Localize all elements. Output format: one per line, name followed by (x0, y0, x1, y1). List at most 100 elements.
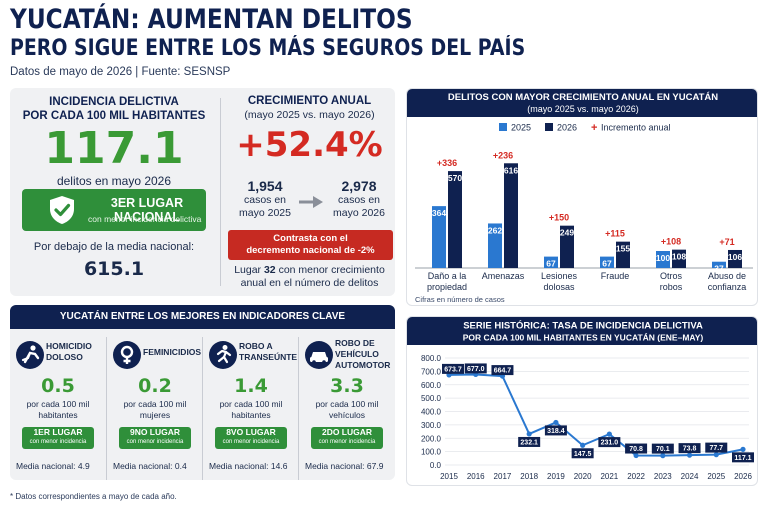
incidencia-label: INCIDENCIA DELICTIVA POR CADA 100 MIL HA… (10, 95, 218, 123)
bar-2026-2 (560, 225, 574, 268)
x-tick-2019: 2019 (547, 472, 565, 481)
x-tick-2026: 2026 (734, 472, 752, 481)
series-line (448, 373, 744, 457)
indicator-robo-transeunte: ROBO A TRANSEÚNTE 1.4 por cada 100 mil hab… (202, 337, 298, 480)
point-label-bg-2025 (705, 442, 728, 453)
point-label-2024: 73.8 (683, 446, 697, 453)
increment-label-1: +236 (493, 150, 513, 160)
point-label-2022: 70.8 (629, 446, 643, 453)
growth-rank-line-2: anual en el número de delitos (240, 276, 379, 289)
bar-label-2025-0: 364 (432, 208, 446, 218)
increment-label-3: +115 (605, 229, 625, 239)
rank-badge-title: 3ER LUGAR NACIONAL (110, 196, 184, 224)
bar-label-2026-4: 108 (672, 252, 686, 262)
indicator-feminicidios: FEMINICIDIOS 0.2 por cada 100 mil mujeres… (106, 337, 202, 480)
x-tick-2021: 2021 (600, 472, 618, 481)
indicator-robo-vehiculo: ROBO DE VEHÍCULO AUTOMOTOR 3.3 por cada 10… (298, 337, 394, 480)
bar-2025-2 (544, 256, 558, 268)
bar-2025-5 (712, 261, 726, 268)
indicator-value: 0.5 (41, 375, 75, 397)
growth-rank-number: 32 (263, 264, 276, 276)
point-label-bg-2023 (651, 443, 674, 454)
point-label-bg-2017 (491, 365, 514, 376)
indicator-unit: por cada 100 mil mujeres (123, 399, 187, 420)
cases-2025: 1,954 casos en mayo 2025 (230, 178, 300, 219)
footnote: * Datos correspondientes a mayo de cada … (10, 492, 177, 501)
y-tick-8: 800.0 (421, 354, 442, 363)
indicator-media: Media nacional: 4.9 (16, 461, 90, 471)
shield-check-icon (50, 196, 74, 224)
point-2022 (633, 452, 639, 459)
cases-2026-number: 2,978 (341, 178, 377, 194)
indicator-media: Media nacional: 14.6 (209, 461, 288, 471)
bar-label-2025-1: 262 (488, 225, 502, 235)
contrast-text-1: Contrasta con el (273, 233, 348, 244)
indicators-title: YUCATÁN ENTRE LOS MEJORES EN INDICADORES… (10, 305, 395, 329)
source-line: Datos de mayo de 2026 | Fuente: SESNSP (10, 66, 231, 78)
line-chart-title: SERIE HISTÓRICA: TASA DE INCIDENCIA DELI… (463, 320, 703, 332)
bar-2025-3 (600, 256, 614, 268)
increment-label-4: +108 (661, 237, 681, 247)
cases-2025-text-1: casos en (243, 194, 287, 206)
point-label-2020: 147.5 (574, 451, 592, 458)
person-icon (16, 341, 44, 369)
bar-label-2025-2: 67 (546, 259, 556, 269)
increment-label-0: +336 (437, 158, 457, 168)
indicator-rank-badge: 9NO LUGAR con menor incidencia (119, 427, 191, 449)
x-tick-2015: 2015 (440, 472, 458, 481)
incidencia-column: INCIDENCIA DELICTIVA POR CADA 100 MIL HA… (10, 88, 218, 296)
bar-label-2025-4: 100 (656, 253, 670, 263)
incidencia-sub: delitos en mayo 2026 (56, 174, 172, 188)
indicator-unit: por cada 100 mil vehículos (315, 399, 379, 420)
point-label-2025: 77.7 (709, 445, 723, 452)
growth-rank-text: Lugar 32 con menor crecimiento anual en … (224, 264, 395, 289)
bar-2026-0 (448, 171, 462, 268)
point-label-2023: 70.1 (656, 446, 670, 453)
cases-2025-number: 1,954 (247, 178, 283, 194)
category-label-0: Daño a la (428, 271, 467, 281)
line-chart-panel: SERIE HISTÓRICA: TASA DE INCIDENCIA DELI… (406, 316, 758, 486)
x-tick-2016: 2016 (467, 472, 485, 481)
point-label-2017: 664.7 (494, 368, 512, 375)
point-2026 (740, 446, 746, 452)
y-tick-5: 500.0 (421, 394, 442, 403)
runner-icon (209, 341, 237, 369)
bar-label-2026-1: 616 (504, 165, 518, 175)
indicator-value: 1.4 (234, 375, 268, 397)
category-label-5: Abuso de (708, 271, 746, 281)
bar-2026-3 (616, 241, 630, 268)
y-tick-4: 400.0 (421, 408, 442, 417)
rank-badge-sub: con menor incidencia delictiva (88, 214, 202, 224)
indicators-panel: YUCATÁN ENTRE LOS MEJORES EN INDICADORES… (10, 305, 395, 480)
bar-label-2025-3: 67 (602, 259, 612, 269)
growth-rank-suffix: con menor crecimiento (275, 264, 385, 276)
x-tick-2025: 2025 (707, 472, 725, 481)
point-label-2019: 318.4 (547, 428, 565, 435)
category-label-4: robos (660, 282, 683, 292)
bar-chart-banner (407, 89, 757, 117)
point-label-2016: 677.0 (467, 366, 485, 373)
bar-chart-title: DELITOS CON MAYOR CRECIMIENTO ANUAL EN Y… (448, 92, 718, 103)
incidencia-value: 117.1 (44, 123, 184, 174)
point-2025 (713, 452, 719, 458)
legend-increment-label: Incremento anual (601, 123, 671, 133)
indicator-rank-badge: 8VO LUGAR con menor incidencia (215, 427, 287, 449)
bar-chart-note: Cifras en número de casos (415, 295, 505, 304)
bar-label-2026-3: 155 (616, 244, 630, 254)
page-title: YUCATÁN: AUMENTAN DELITOS (10, 4, 413, 35)
summary-panel: INCIDENCIA DELICTIVA POR CADA 100 MIL HA… (10, 88, 395, 296)
page-subtitle: PERO SIGUE ENTRE LOS MÁS SEGUROS DEL PAÍ… (10, 36, 526, 61)
crecimiento-label: CRECIMIENTO ANUAL (247, 95, 372, 107)
incidencia-label-2: POR CADA 100 MIL HABITANTES (22, 110, 206, 122)
contrast-badge: Contrasta con el decremento nacional de … (228, 230, 393, 260)
cases-2026: 2,978 casos en mayo 2026 (324, 178, 394, 219)
crecimiento-sub: (mayo 2025 vs. mayo 2026) (244, 109, 375, 121)
bar-2025-1 (488, 223, 502, 268)
indicator-name: FEMINICIDIOS (143, 347, 202, 357)
panel-divider (220, 98, 221, 286)
y-tick-0: 0.0 (430, 461, 442, 470)
indicator-unit: por cada 100 mil habitantes (219, 399, 283, 420)
media-value: 615.1 (83, 258, 145, 280)
growth-rank-prefix: Lugar (234, 264, 264, 276)
x-tick-2024: 2024 (681, 472, 699, 481)
